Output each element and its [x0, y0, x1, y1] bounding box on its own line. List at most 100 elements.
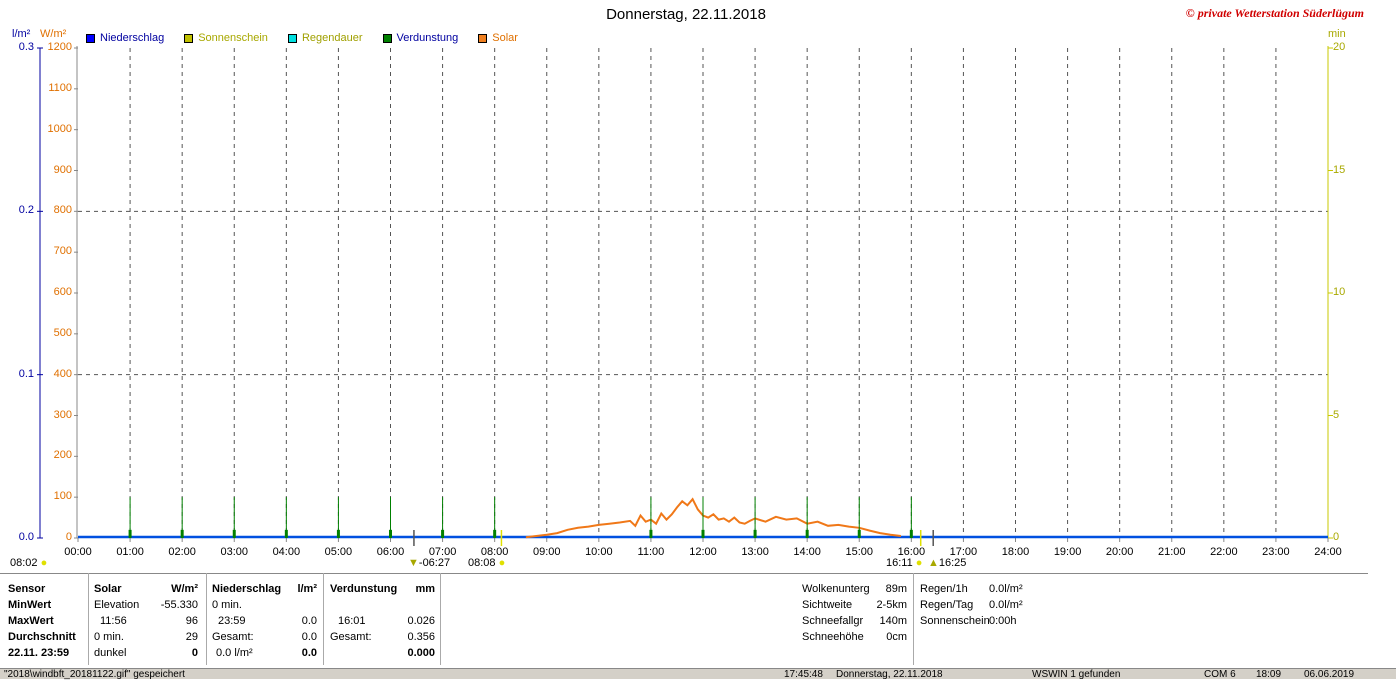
- tick-label-minutes: 0: [1333, 531, 1340, 543]
- legend-label: Solar: [492, 32, 518, 44]
- panel-solar-value: 29: [185, 631, 198, 643]
- panel-niederschlag-label: 0.0 l/m²: [216, 647, 253, 659]
- verdunstung-bar-base: [701, 529, 705, 538]
- tick-label-solar: 1200: [47, 41, 72, 53]
- tick-label-hour: 09:00: [532, 546, 561, 558]
- tick-label-solar: 0: [65, 531, 72, 543]
- panel-row-label: MinWert: [8, 599, 52, 611]
- panel-weather-value: 0cm: [886, 631, 907, 643]
- panel-unit-niederschlag: l/m²: [297, 583, 317, 595]
- panel-solar-label: 11:56: [100, 615, 127, 627]
- tick-label-solar: 1000: [47, 122, 72, 135]
- tick-label-hour: 22:00: [1210, 546, 1238, 558]
- status-time: 17:45:48: [784, 669, 823, 680]
- legend-swatch: [382, 33, 392, 43]
- verdunstung-bar-base: [441, 529, 445, 538]
- panel-divider: [206, 573, 207, 665]
- status-bar: "2018\windbft_20181122.gif" gespeichert …: [0, 668, 1396, 680]
- panel-rain-label: Sonnenschein: [920, 615, 990, 627]
- legend-swatch: [86, 33, 95, 43]
- panel-row-label: Sensor: [8, 583, 46, 595]
- unit-minutes: min: [1328, 28, 1346, 40]
- tick-label-solar: 500: [53, 326, 72, 339]
- tick-label-solar: 700: [53, 245, 72, 258]
- panel-divider: [88, 573, 89, 665]
- panel-solar-value: -55.330: [160, 599, 198, 611]
- panel-verdunstung-value: 0.000: [407, 647, 435, 659]
- tick-label-hour: 14:00: [793, 546, 821, 558]
- panel-verdunstung-label: 16:01: [338, 615, 366, 627]
- legend-item: Regendauer: [287, 32, 363, 44]
- panel-niederschlag-label: 0 min.: [212, 599, 242, 611]
- tick-label-hour: 04:00: [272, 546, 301, 558]
- copyright-label: © private Wetterstation Süderlügum: [1185, 6, 1364, 20]
- twilight-pm-label: ▲16:25: [928, 557, 967, 569]
- tick-label-hour: 03:00: [220, 546, 249, 558]
- tick-label-hour: 23:00: [1262, 546, 1290, 558]
- status-file: "2018\windbft_20181122.gif" gespeichert: [4, 669, 185, 680]
- tick-label-hour: 19:00: [1053, 546, 1082, 558]
- tick-label-hour: 12:00: [689, 546, 717, 558]
- tick-label-hour: 24:00: [1314, 546, 1342, 558]
- tick-label-hour: 00:00: [64, 546, 92, 558]
- tick-label-solar: 100: [53, 490, 72, 503]
- series-solar: [525, 497, 902, 539]
- tick-label-hour: 05:00: [324, 546, 353, 558]
- panel-divider: [913, 573, 914, 665]
- unit-solar: W/m²: [40, 28, 67, 40]
- tick-label-solar: 1100: [48, 81, 72, 94]
- tick-label-hour: 20:00: [1105, 546, 1134, 558]
- verdunstung-bar-base: [805, 529, 809, 538]
- sunrise-label: 08:08 ●: [468, 557, 506, 569]
- panel-weather-label: Schneehöhe: [802, 631, 864, 643]
- panel-rain-label: Regen/1h: [920, 583, 968, 595]
- tick-label-minutes: 15: [1333, 163, 1346, 176]
- verdunstung-bar-base: [284, 529, 288, 538]
- tick-label-hour: 01:00: [116, 546, 144, 558]
- legend-label: Niederschlag: [100, 32, 165, 44]
- chart-area: [37, 46, 1333, 546]
- legend-swatch: [184, 33, 194, 43]
- panel-weather-value: 2-5km: [876, 599, 907, 611]
- tick-label-niederschlag: 0.0: [18, 531, 34, 543]
- panel-weather-label: Wolkenunterg: [802, 583, 870, 595]
- status-clock: 18:09: [1256, 669, 1282, 680]
- tick-label-solar: 300: [53, 408, 72, 421]
- status-date: Donnerstag, 22.11.2018: [836, 669, 943, 680]
- panel-unit-verdunstung: mm: [415, 583, 435, 595]
- panel-row-label: 22.11. 23:59: [8, 647, 70, 659]
- tick-label-niederschlag: 0.3: [18, 41, 34, 53]
- tick-label-hour: 17:00: [949, 546, 978, 558]
- status-com: COM 6: [1204, 669, 1236, 680]
- unit-niederschlag: l/m²: [12, 28, 31, 40]
- panel-niederschlag-value: 0.0: [301, 615, 317, 627]
- panel-rain-label: Regen/Tag: [920, 599, 974, 611]
- tick-label-hour: 06:00: [376, 546, 405, 558]
- verdunstung-bar-base: [389, 529, 392, 538]
- tick-label-solar: 800: [53, 204, 72, 217]
- verdunstung-bar-base: [180, 529, 184, 538]
- verdunstung-bar-base: [649, 529, 653, 538]
- legend-item: Sonnenschein: [184, 32, 268, 44]
- verdunstung-bar-base: [753, 529, 757, 538]
- panel-row-label: Durchschnitt: [8, 631, 76, 643]
- legend-swatch: [478, 33, 488, 43]
- panel-weather-label: Schneefallgr: [802, 615, 864, 627]
- panel-weather-value: 89m: [885, 583, 907, 595]
- panel-verdunstung-value: 0.026: [407, 615, 435, 627]
- tick-label-hour: 11:00: [637, 546, 665, 558]
- panel-divider: [323, 573, 324, 665]
- panel-weather-value: 140m: [879, 615, 907, 627]
- legend-label: Sonnenschein: [198, 32, 268, 44]
- panel-verdunstung-label: Gesamt:: [330, 631, 372, 643]
- panel-solar-value: 0: [191, 647, 198, 659]
- panel-header-solar: Solar: [94, 583, 122, 595]
- panel-solar-label: 0 min.: [94, 631, 124, 643]
- chart-title: Donnerstag, 22.11.2018: [606, 6, 766, 23]
- panel-header-niederschlag: Niederschlag: [212, 583, 282, 595]
- panel-header-verdunstung: Verdunstung: [330, 583, 398, 595]
- tick-label-hour: 21:00: [1157, 546, 1186, 558]
- panel-niederschlag-value: 0.0: [301, 631, 317, 643]
- panel-rain-value: 0:00h: [989, 615, 1017, 627]
- panel-verdunstung-value: 0.356: [407, 631, 435, 643]
